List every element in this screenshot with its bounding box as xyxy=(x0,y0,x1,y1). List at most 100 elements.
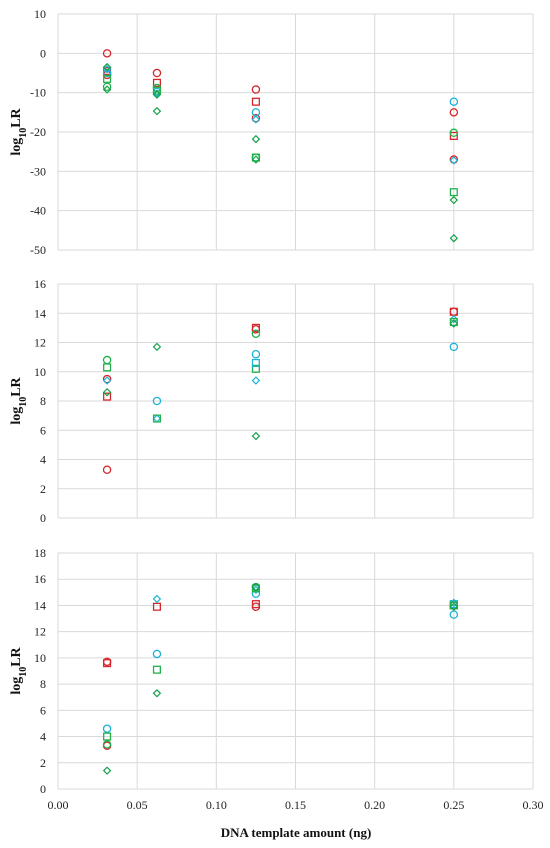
x-tick-label: 0.00 xyxy=(48,798,69,812)
data-point-diamond-cyan xyxy=(152,414,162,423)
y-axis-label: log10LR xyxy=(9,107,29,155)
data-point-square-red xyxy=(251,600,260,609)
data-point-square-red xyxy=(251,323,260,332)
data-point-circle-red xyxy=(152,68,162,78)
data-point-diamond-darkgreen xyxy=(449,233,459,243)
data-point-circle-cyan xyxy=(449,97,459,106)
data-point-square-green xyxy=(152,414,162,423)
data-point-circle-cyan xyxy=(449,610,459,619)
data-point-circle-red xyxy=(251,602,261,612)
y-tick-label: 0 xyxy=(40,511,46,525)
y-tick-label: 10 xyxy=(34,365,46,379)
data-point-circle-cyan xyxy=(152,649,162,659)
data-point-diamond-darkgreen xyxy=(152,342,162,352)
chart-panels: 10 0 -10 -20 -30 -40 -50 log10LR 16 14 12 10 8 6 4 2 0 lo… xyxy=(9,7,544,812)
y-tick-label: 10 xyxy=(34,7,46,21)
y-tick-label: 4 xyxy=(40,453,46,467)
data-point-square-cyan xyxy=(251,358,260,368)
data-point-square-green xyxy=(152,665,162,674)
x-axis-label: DNA template amount (ng) xyxy=(221,825,372,840)
y-tick-label: 10 xyxy=(34,651,46,665)
x-tick-label: 0.30 xyxy=(523,798,544,812)
y-tick-label: 16 xyxy=(34,277,46,291)
data-point-circle-red xyxy=(251,85,261,94)
x-tick-label: 0.15 xyxy=(285,798,306,812)
data-point-diamond-darkgreen xyxy=(152,689,162,698)
chart-panel-3: 18 16 14 12 10 8 6 4 2 00.00 0.05 0.10 0.15 0.20 0.25 0… xyxy=(9,546,544,812)
data-point-circle-cyan xyxy=(251,349,261,359)
data-point-square-red xyxy=(152,602,162,611)
data-point-circle-cyan xyxy=(102,724,112,733)
data-point-square-red xyxy=(251,97,260,106)
data-point-circle-green xyxy=(102,740,112,749)
y-tick-label: -50 xyxy=(30,243,46,257)
data-point-square-green xyxy=(251,153,260,162)
data-point-square-green xyxy=(103,74,112,83)
y-axis-label: log10LR xyxy=(9,376,29,424)
data-point-square-green xyxy=(103,732,112,741)
data-point-circle-green xyxy=(251,329,261,338)
y-tick-label: 12 xyxy=(34,336,46,350)
y-tick-label: -40 xyxy=(30,204,46,218)
data-point-diamond-darkgreen xyxy=(251,431,261,441)
y-tick-label: -30 xyxy=(30,164,46,178)
data-point-diamond-cyan xyxy=(152,89,162,98)
y-tick-label: 14 xyxy=(34,306,46,320)
chart-panel-1: 10 0 -10 -20 -30 -40 -50 log10LR xyxy=(9,7,534,257)
data-point-circle-cyan xyxy=(449,342,459,352)
data-point-diamond-cyan xyxy=(102,376,112,385)
data-point-diamond-darkgreen xyxy=(449,195,459,205)
data-point-square-green xyxy=(449,601,458,610)
data-point-diamond-cyan xyxy=(152,594,162,604)
data-point-circle-red xyxy=(102,465,112,474)
data-point-circle-cyan xyxy=(152,396,162,406)
data-point-circle-green xyxy=(449,128,459,138)
data-point-diamond-darkgreen xyxy=(251,155,261,164)
y-tick-label: 6 xyxy=(40,703,46,717)
y-tick-label: 4 xyxy=(40,730,46,744)
data-point-diamond-darkgreen xyxy=(102,387,112,397)
data-point-square-green xyxy=(251,364,260,373)
data-point-square-green xyxy=(152,86,162,95)
data-point-diamond-cyan xyxy=(449,156,459,165)
data-point-diamond-darkgreen xyxy=(449,602,459,612)
data-point-diamond-cyan xyxy=(251,115,261,124)
data-point-square-red xyxy=(103,392,112,401)
y-tick-label: 14 xyxy=(34,598,46,612)
data-point-diamond-darkgreen xyxy=(449,319,459,328)
y-tick-label: 0 xyxy=(40,782,46,796)
data-point-square-red xyxy=(152,78,162,87)
x-tick-label: 0.05 xyxy=(127,798,148,812)
x-tick-label: 0.10 xyxy=(206,798,227,812)
y-tick-label: 18 xyxy=(34,546,46,560)
data-point-circle-red xyxy=(251,113,261,123)
y-tick-label: 2 xyxy=(40,482,46,496)
x-tick-label: 0.20 xyxy=(364,798,385,812)
y-tick-label: 8 xyxy=(40,677,46,691)
data-point-diamond-darkgreen xyxy=(152,90,162,99)
data-point-diamond-darkgreen xyxy=(152,106,162,116)
data-point-circle-cyan xyxy=(102,68,112,78)
data-point-circle-red xyxy=(102,374,112,384)
x-tick-label: 0.25 xyxy=(443,798,464,812)
y-tick-label: 6 xyxy=(40,423,46,437)
y-axis-label: log10LR xyxy=(9,646,29,694)
y-tick-label: -10 xyxy=(30,86,46,100)
data-point-square-red xyxy=(449,131,458,140)
data-point-circle-red xyxy=(449,108,459,117)
y-tick-label: 2 xyxy=(40,756,46,770)
data-point-circle-red xyxy=(102,49,112,58)
data-point-diamond-darkgreen xyxy=(102,766,112,775)
data-point-diamond-darkgreen xyxy=(102,85,112,94)
data-point-square-green xyxy=(449,188,458,197)
y-tick-label: 12 xyxy=(34,625,46,639)
data-point-diamond-darkgreen xyxy=(251,582,261,592)
y-tick-label: -20 xyxy=(30,125,46,139)
data-point-diamond-cyan xyxy=(251,376,261,385)
data-point-square-red xyxy=(103,659,112,668)
data-point-circle-green xyxy=(102,355,112,365)
data-point-diamond-darkgreen xyxy=(102,62,112,72)
data-point-diamond-darkgreen xyxy=(251,134,261,144)
y-tick-label: 0 xyxy=(40,46,46,60)
